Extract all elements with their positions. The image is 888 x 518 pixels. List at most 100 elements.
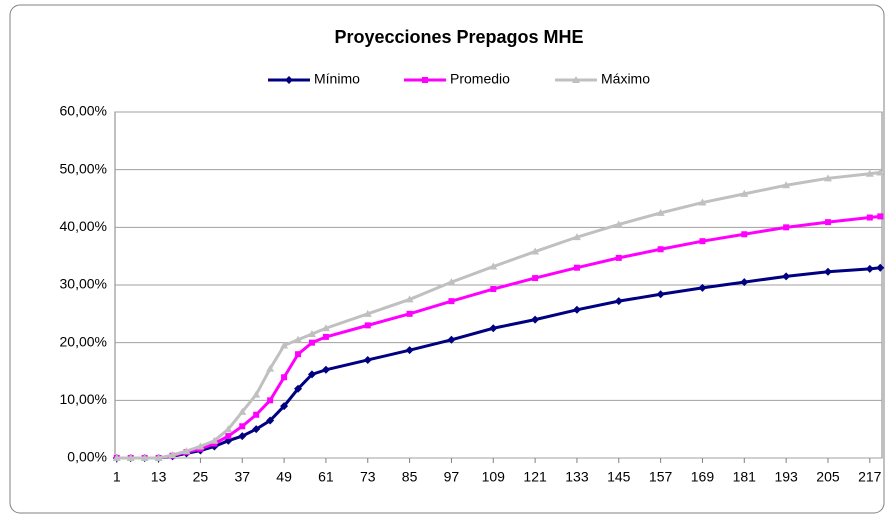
marker: [267, 397, 274, 404]
marker: [294, 335, 303, 343]
legend-marker: [572, 76, 580, 83]
marker: [363, 309, 372, 317]
x-tick-label: 49: [276, 469, 292, 485]
legend-marker: [422, 77, 428, 83]
marker: [783, 224, 790, 231]
marker: [489, 324, 498, 333]
marker: [572, 233, 581, 241]
marker: [266, 364, 275, 372]
x-tick-label: 217: [858, 469, 882, 485]
marker: [210, 436, 219, 444]
marker: [866, 214, 873, 221]
marker: [224, 425, 233, 433]
marker: [615, 254, 622, 261]
y-tick-label: 50,00%: [60, 160, 107, 176]
marker: [823, 267, 832, 276]
marker: [406, 310, 413, 317]
marker: [405, 346, 414, 355]
marker: [699, 238, 706, 245]
legend-marker: [285, 76, 293, 84]
marker: [322, 333, 329, 340]
marker: [321, 324, 330, 332]
marker: [252, 425, 261, 434]
marker: [876, 168, 885, 176]
marker: [182, 447, 191, 455]
marker: [657, 246, 664, 253]
marker: [877, 213, 884, 220]
x-tick-label: 169: [691, 469, 715, 485]
x-tick-label: 133: [565, 469, 589, 485]
marker: [489, 262, 498, 270]
x-tick-label: 145: [607, 469, 631, 485]
marker: [307, 330, 316, 338]
x-tick-label: 157: [649, 469, 673, 485]
x-tick-label: 121: [523, 469, 547, 485]
y-tick-label: 60,00%: [60, 103, 107, 119]
legend-label: Máximo: [601, 71, 650, 87]
y-tick-label: 40,00%: [60, 218, 107, 234]
marker: [698, 198, 707, 206]
marker: [532, 275, 539, 282]
marker: [741, 231, 748, 238]
marker: [280, 341, 289, 349]
marker: [614, 297, 623, 306]
x-tick-label: 85: [402, 469, 418, 485]
marker: [308, 339, 315, 346]
x-tick-label: 13: [151, 469, 167, 485]
marker: [782, 272, 791, 281]
marker: [363, 355, 372, 364]
marker: [698, 283, 707, 292]
x-tick-label: 193: [774, 469, 798, 485]
marker: [531, 315, 540, 324]
marker: [782, 181, 791, 189]
y-tick-label: 10,00%: [60, 391, 107, 407]
y-tick-label: 0,00%: [67, 449, 107, 465]
marker: [196, 442, 205, 450]
marker: [531, 247, 540, 255]
x-tick-label: 109: [482, 469, 506, 485]
marker: [252, 390, 261, 398]
marker: [225, 433, 232, 440]
marker: [238, 407, 247, 415]
legend-label: Promedio: [450, 71, 510, 87]
marker: [238, 432, 247, 441]
y-tick-label: 30,00%: [60, 276, 107, 292]
marker: [154, 454, 163, 461]
marker: [865, 169, 874, 177]
marker: [294, 384, 303, 393]
marker: [112, 454, 121, 461]
y-tick-label: 20,00%: [60, 333, 107, 349]
x-tick-label: 37: [234, 469, 250, 485]
x-tick-label: 97: [444, 469, 460, 485]
marker: [740, 189, 749, 197]
legend-label: Mínimo: [314, 71, 360, 87]
chart-title: Proyecciones Prepagos MHE: [334, 27, 583, 47]
marker: [447, 278, 456, 286]
marker: [280, 402, 289, 411]
marker: [490, 286, 497, 293]
marker: [740, 278, 749, 287]
marker: [295, 351, 302, 358]
marker: [573, 264, 580, 271]
marker: [405, 295, 414, 303]
marker: [824, 219, 831, 226]
marker: [876, 263, 885, 272]
x-tick-label: 1: [113, 469, 121, 485]
marker: [364, 322, 371, 329]
marker: [281, 374, 288, 381]
marker: [572, 305, 581, 314]
marker: [140, 454, 149, 461]
marker: [614, 220, 623, 228]
marker: [239, 423, 246, 430]
marker: [865, 264, 874, 273]
marker: [126, 454, 135, 461]
x-tick-label: 61: [318, 469, 334, 485]
marker: [448, 298, 455, 305]
marker: [656, 208, 665, 216]
marker: [447, 335, 456, 344]
marker: [823, 174, 832, 182]
marker: [266, 416, 275, 425]
marker: [321, 365, 330, 374]
marker: [307, 370, 316, 379]
